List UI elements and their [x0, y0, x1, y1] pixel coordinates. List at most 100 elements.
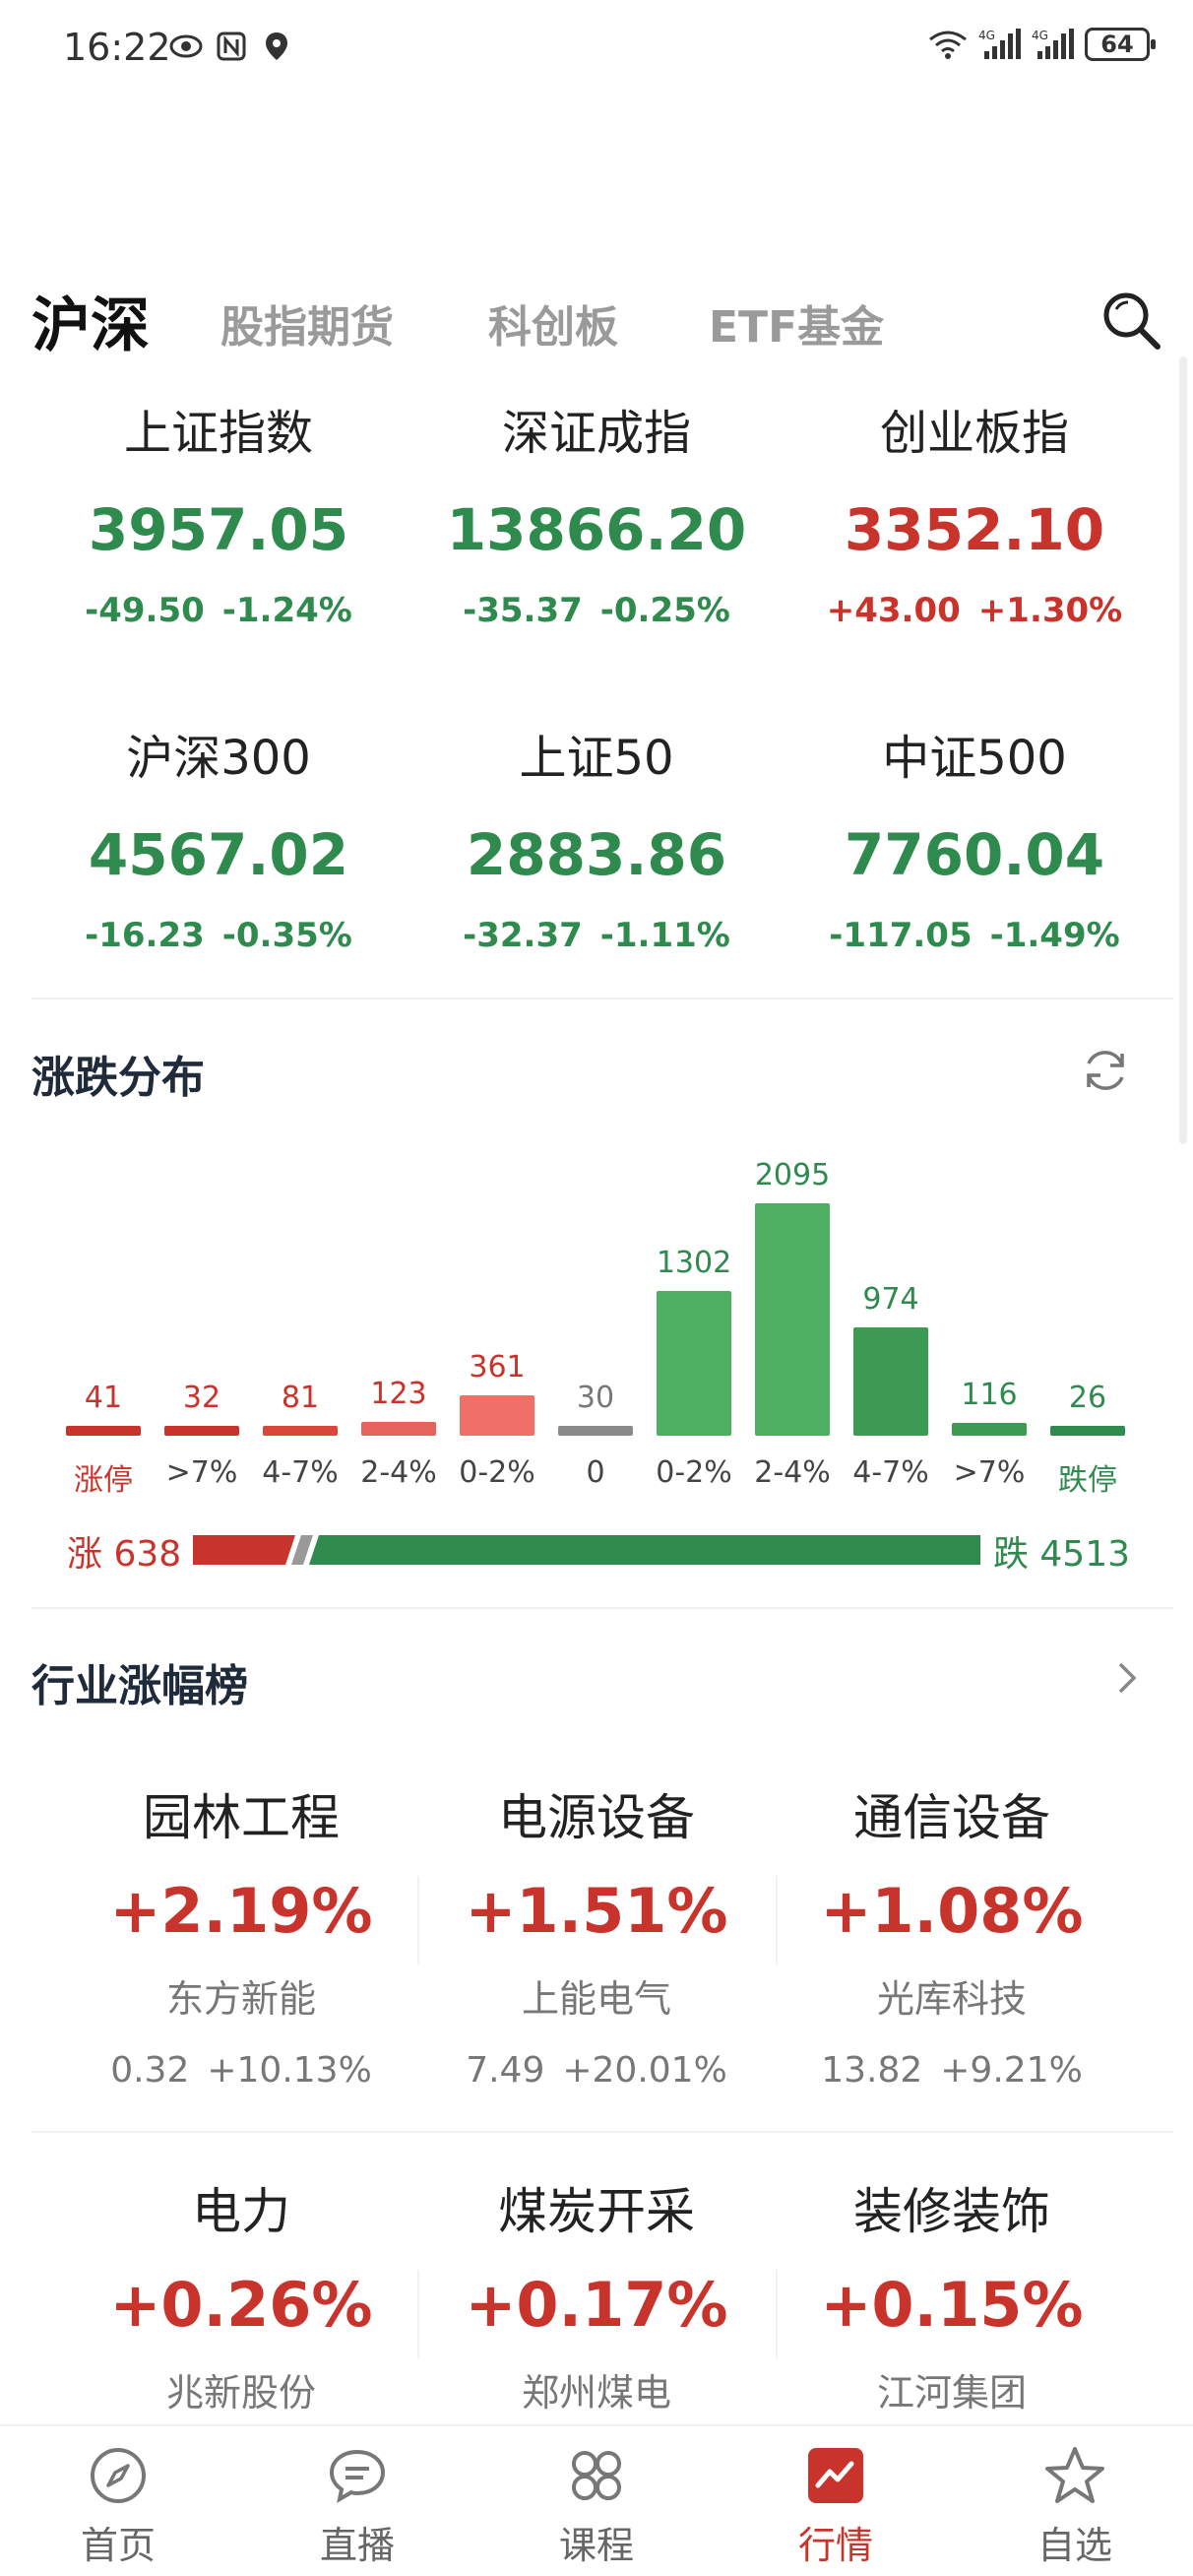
distribution-bar-value: 81 [281, 1381, 320, 1415]
distribution-bar [361, 1422, 436, 1436]
distribution-bar [558, 1426, 633, 1436]
leader-price: 7.49 [466, 2050, 545, 2091]
distribution-bar-value: 30 [576, 1381, 615, 1415]
nav-home[interactable]: 首页 [49, 2444, 187, 2569]
leader-stock-name: 郑州煤电 [521, 2371, 671, 2415]
chevron-right-icon[interactable] [1106, 1658, 1146, 1698]
distribution-bar-label: 4-7% [852, 1455, 929, 1490]
nav-label: 首页 [80, 2524, 156, 2567]
divider [776, 1876, 778, 1964]
industry-name: 电源设备 [498, 1789, 695, 1846]
leader-stock-quote: 7.49 +20.01% [418, 2050, 775, 2091]
market-tabs: 沪深 股指期货 科创板 ETF基金 [31, 278, 1173, 360]
nav-label: 自选 [1036, 2524, 1112, 2567]
nav-live[interactable]: 直播 [288, 2444, 426, 2569]
neutral-ratio-segment [291, 1535, 313, 1565]
industry-name: 电力 [192, 2183, 290, 2240]
leader-pct: +20.01% [562, 2050, 727, 2091]
nav-watchlist[interactable]: 自选 [1006, 2444, 1144, 2569]
industry-card[interactable]: 煤炭开采 +0.17% 郑州煤电 [418, 2172, 775, 2416]
tab-hushen[interactable]: 沪深 [31, 291, 150, 360]
index-change: -35.37 -0.25% [409, 591, 784, 630]
nav-market[interactable]: 行情 [767, 2444, 905, 2569]
industry-name: 通信设备 [853, 1789, 1050, 1846]
distribution-bar-label: 跌停 [1058, 1463, 1117, 1498]
distribution-bar-label: >7% [953, 1455, 1026, 1490]
eye-icon [169, 34, 203, 58]
index-change-abs: -35.37 [463, 591, 583, 630]
distribution-bar [657, 1291, 731, 1436]
industry-name: 装修装饰 [853, 2183, 1050, 2240]
distribution-title: 涨跌分布 [31, 1053, 205, 1103]
index-change: -117.05 -1.49% [787, 916, 1162, 955]
industry-pct: +0.15% [820, 2269, 1084, 2341]
index-price: 13866.20 [446, 496, 747, 563]
compass-icon [91, 2448, 146, 2503]
index-change: -32.37 -1.11% [409, 916, 784, 955]
distribution-bar [460, 1395, 534, 1436]
refresh-icon[interactable] [1079, 1044, 1132, 1097]
search-icon[interactable] [1097, 286, 1165, 354]
down-count-label: 跌 4513 [992, 1534, 1130, 1575]
index-price: 2883.86 [466, 821, 727, 888]
distribution-bar-value: 361 [469, 1350, 526, 1385]
leader-stock-quote: 0.32 +10.13% [63, 2050, 419, 2091]
industry-title: 行业涨幅榜 [31, 1661, 248, 1711]
scrollbar[interactable] [1179, 356, 1187, 1144]
tab-etf-funds[interactable]: ETF基金 [709, 302, 885, 353]
industry-card[interactable]: 电力 +0.26% 兆新股份 [63, 2172, 419, 2416]
chat-bubble-icon [329, 2449, 386, 2503]
grid-icon [572, 2451, 621, 2500]
leader-price: 0.32 [110, 2050, 190, 2091]
leader-pct: +9.21% [940, 2050, 1083, 2091]
distribution-bar-value: 32 [182, 1381, 221, 1415]
distribution-bar [952, 1423, 1027, 1436]
signal-4g-icon: 4G [1032, 29, 1074, 59]
tab-index-futures[interactable]: 股指期货 [220, 302, 394, 353]
divider [417, 1876, 419, 1964]
index-card[interactable]: 上证50 2883.86 -32.37 -1.11% [409, 719, 784, 955]
industry-pct: +1.08% [820, 1875, 1084, 1947]
index-card[interactable]: 上证指数 3957.05 -49.50 -1.24% [31, 394, 406, 630]
nav-label: 课程 [558, 2524, 634, 2567]
distribution-chart: 41 涨停 32 >7% 81 4-7% 123 2-4% 361 0-2% 30 0 1302 0-2%… [0, 1142, 1193, 1498]
distribution-bar [263, 1426, 338, 1436]
status-right-icons: 4G 4G 64 [927, 28, 1156, 61]
leader-stock-name: 上能电气 [521, 1977, 671, 2021]
industry-card[interactable]: 通信设备 +1.08% 光库科技 13.82 +9.21% [774, 1778, 1130, 2091]
industry-pct: +2.19% [109, 1875, 373, 1947]
bottom-nav: 首页 直播 课程 行情 自选 [0, 2424, 1193, 2576]
status-left-icons [169, 30, 293, 63]
index-card[interactable]: 中证500 7760.04 -117.05 -1.49% [787, 719, 1162, 955]
nav-courses[interactable]: 课程 [528, 2444, 665, 2569]
index-name: 中证500 [882, 731, 1067, 786]
distribution-bar-label: >7% [165, 1455, 238, 1490]
industry-card[interactable]: 园林工程 +2.19% 东方新能 0.32 +10.13% [63, 1778, 419, 2091]
status-bar: 16:22 4G 4G 64 [0, 0, 1193, 98]
distribution-bar-label: 4-7% [262, 1455, 339, 1490]
tab-star-market[interactable]: 科创板 [488, 302, 618, 353]
index-card[interactable]: 深证成指 13866.20 -35.37 -0.25% [409, 394, 784, 630]
index-change: -49.50 -1.24% [31, 591, 406, 630]
index-name: 上证50 [519, 731, 674, 786]
index-card[interactable]: 沪深300 4567.02 -16.23 -0.35% [31, 719, 406, 955]
index-price: 4567.02 [88, 821, 349, 888]
index-name: 沪深300 [126, 731, 311, 786]
index-name: 深证成指 [501, 406, 691, 461]
leader-stock-name: 江河集团 [876, 2371, 1027, 2415]
distribution-bar-value: 26 [1068, 1381, 1107, 1415]
divider [417, 2270, 419, 2358]
industry-pct: +1.51% [465, 1875, 728, 1947]
battery-indicator: 64 [1085, 28, 1156, 61]
distribution-bar-value: 123 [370, 1377, 427, 1411]
index-card[interactable]: 创业板指 3352.10 +43.00 +1.30% [787, 394, 1162, 630]
leader-price: 13.82 [821, 2050, 923, 2091]
distribution-bar-value: 2095 [754, 1158, 831, 1192]
leader-stock-name: 东方新能 [165, 1977, 316, 2021]
index-change-abs: -16.23 [85, 916, 205, 955]
star-icon [1045, 2447, 1104, 2503]
industry-card[interactable]: 装修装饰 +0.15% 江河集团 [774, 2172, 1130, 2416]
industry-card[interactable]: 电源设备 +1.51% 上能电气 7.49 +20.01% [418, 1778, 775, 2091]
index-change-abs: -117.05 [829, 916, 973, 955]
index-price: 7760.04 [844, 821, 1105, 888]
